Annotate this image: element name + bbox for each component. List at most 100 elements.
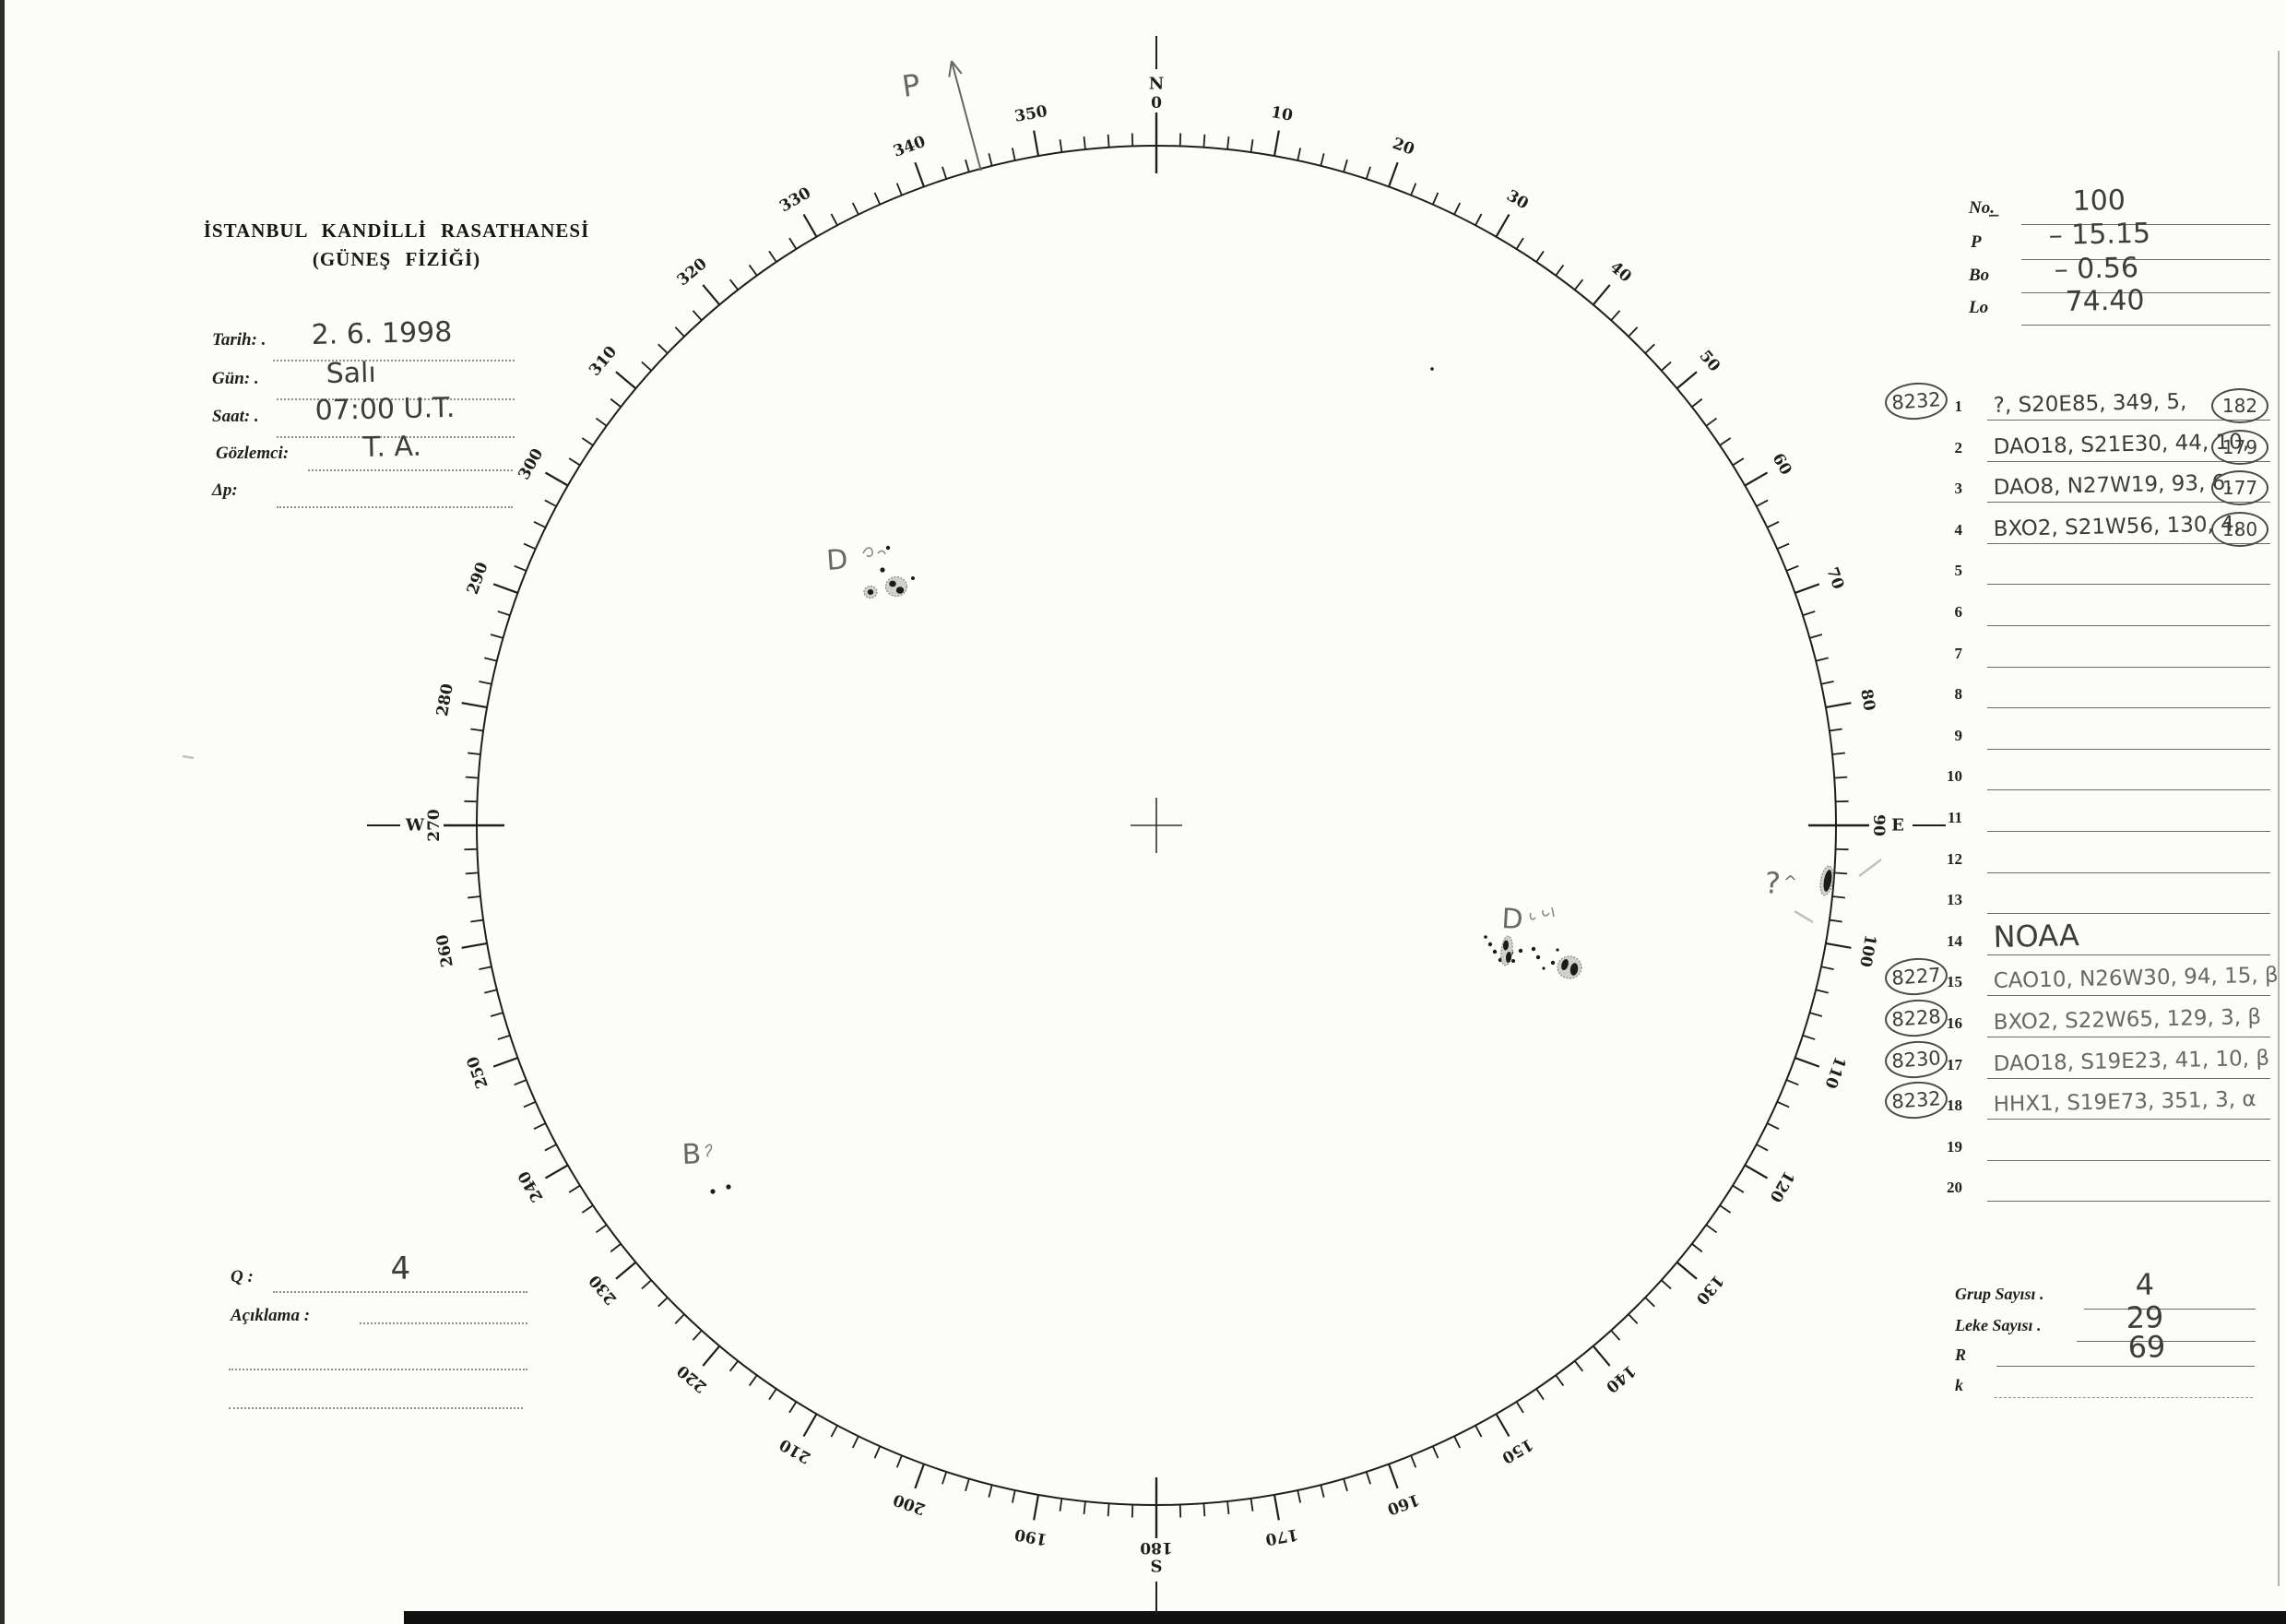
sunspot-dot	[1511, 959, 1515, 963]
degree-tick	[470, 919, 484, 923]
handwritten-annotation: B	[681, 1138, 702, 1171]
row-line	[1987, 584, 2270, 586]
degree-tick	[1343, 1478, 1348, 1492]
degree-tick	[1535, 1388, 1545, 1401]
sunspot-dot	[885, 545, 891, 551]
degree-tick	[830, 1425, 838, 1438]
degree-tick	[465, 871, 479, 875]
degree-label: 230	[586, 1271, 621, 1308]
field-line-tarih	[273, 360, 515, 362]
row-number: 9	[1954, 726, 1963, 744]
degree-tick	[692, 1330, 703, 1341]
degree-tick	[1705, 1224, 1718, 1234]
pencil-scribble	[862, 547, 886, 558]
degree-tick	[461, 702, 488, 709]
degree-label: 110	[1820, 1054, 1849, 1091]
degree-label: 100	[1855, 933, 1879, 969]
sunspot-umbra	[1823, 870, 1832, 892]
field-line-gozlemci	[308, 469, 513, 471]
cardinal-number: 270	[425, 809, 444, 842]
degree-tick	[873, 192, 882, 206]
degree-tick	[895, 1454, 903, 1468]
row-number: 20	[1947, 1179, 1962, 1197]
degree-tick	[484, 989, 498, 994]
degree-tick	[728, 1360, 739, 1372]
eph-line-p	[2021, 259, 2270, 260]
degree-tick	[1574, 1360, 1584, 1372]
eph-value-no: 100	[2072, 184, 2126, 218]
degree-tick	[1705, 417, 1718, 427]
degree-tick	[748, 1374, 758, 1387]
degree-label: 190	[1013, 1524, 1049, 1548]
field-label-saat: Saat: .	[212, 407, 259, 426]
degree-tick	[1785, 564, 1799, 572]
degree-label: 280	[433, 682, 457, 718]
degree-tick	[1644, 343, 1655, 354]
degree-tick	[1388, 1464, 1399, 1489]
degree-label: 60	[1769, 450, 1795, 479]
degree-tick	[1592, 1345, 1611, 1367]
handwritten-annotation: D	[1501, 903, 1524, 936]
degree-tick	[988, 1484, 993, 1498]
row-line	[1987, 502, 2270, 504]
degree-tick	[788, 237, 798, 250]
summary-label-r: R	[1955, 1345, 1967, 1364]
sunspot-dot	[1498, 957, 1503, 963]
degree-label: 200	[891, 1489, 928, 1518]
degree-tick	[914, 1464, 925, 1489]
degree-tick	[1011, 1489, 1016, 1503]
sunspot-dot	[1492, 949, 1498, 954]
degree-tick	[657, 1297, 669, 1308]
degree-tick	[728, 279, 739, 290]
summary-label-k: k	[1955, 1376, 1963, 1394]
degree-tick	[568, 457, 581, 467]
degree-tick	[657, 343, 669, 354]
row-line	[1987, 913, 2270, 915]
degree-tick	[1011, 148, 1016, 161]
eph-dash-no: –	[1987, 200, 2000, 229]
degree-tick	[1410, 1454, 1417, 1468]
degree-tick	[1365, 1471, 1371, 1485]
row-number: 15	[1947, 973, 1962, 991]
cardinal-letter: W	[405, 816, 425, 836]
p-angle-label: P	[900, 67, 922, 104]
degree-label: 240	[515, 1168, 547, 1205]
degree-tick	[1453, 202, 1462, 215]
degree-tick	[1515, 1401, 1524, 1414]
row-line	[1987, 1077, 2270, 1079]
degree-tick	[1732, 1184, 1745, 1193]
degree-label: 80	[1856, 688, 1878, 713]
degree-label: 170	[1264, 1524, 1300, 1548]
degree-tick	[1820, 680, 1834, 685]
sunspot-umbra	[889, 580, 896, 587]
degree-label: 30	[1503, 186, 1532, 213]
observatory-title: İSTANBUL KANDİLLİ RASATHANESİ (GÜNEŞ FİZ…	[194, 219, 599, 271]
degree-tick	[674, 326, 685, 338]
eph-value-p: – 15.15	[2048, 217, 2151, 252]
degree-tick	[1825, 702, 1852, 709]
degree-tick	[1756, 499, 1769, 507]
row-number: 19	[1947, 1137, 1962, 1156]
degree-tick	[873, 1445, 882, 1459]
row-line	[1987, 1119, 2270, 1120]
page-fold-line	[2278, 51, 2280, 1586]
degree-tick	[1202, 1503, 1206, 1517]
pencil-scribble	[1529, 907, 1555, 920]
degree-tick	[1719, 1204, 1732, 1214]
degree-tick	[533, 520, 546, 528]
title-line2: (GÜNEŞ FİZİĞİ)	[312, 248, 481, 270]
row-line	[1987, 707, 2270, 709]
field-value-saat: 07:00 U.T.	[314, 391, 456, 427]
degree-label: 160	[1385, 1489, 1422, 1518]
degree-tick	[641, 361, 652, 372]
sunspot-dot	[1542, 966, 1546, 970]
eph-line-no	[2021, 224, 2270, 225]
degree-tick	[692, 310, 703, 321]
degree-tick	[1785, 1079, 1799, 1086]
faint-pencil-stroke	[1858, 859, 1882, 877]
degree-tick	[1610, 310, 1621, 321]
degree-tick	[1273, 1494, 1280, 1521]
degree-tick	[1744, 471, 1769, 487]
degree-tick	[1273, 130, 1280, 157]
degree-tick	[1107, 1503, 1110, 1517]
